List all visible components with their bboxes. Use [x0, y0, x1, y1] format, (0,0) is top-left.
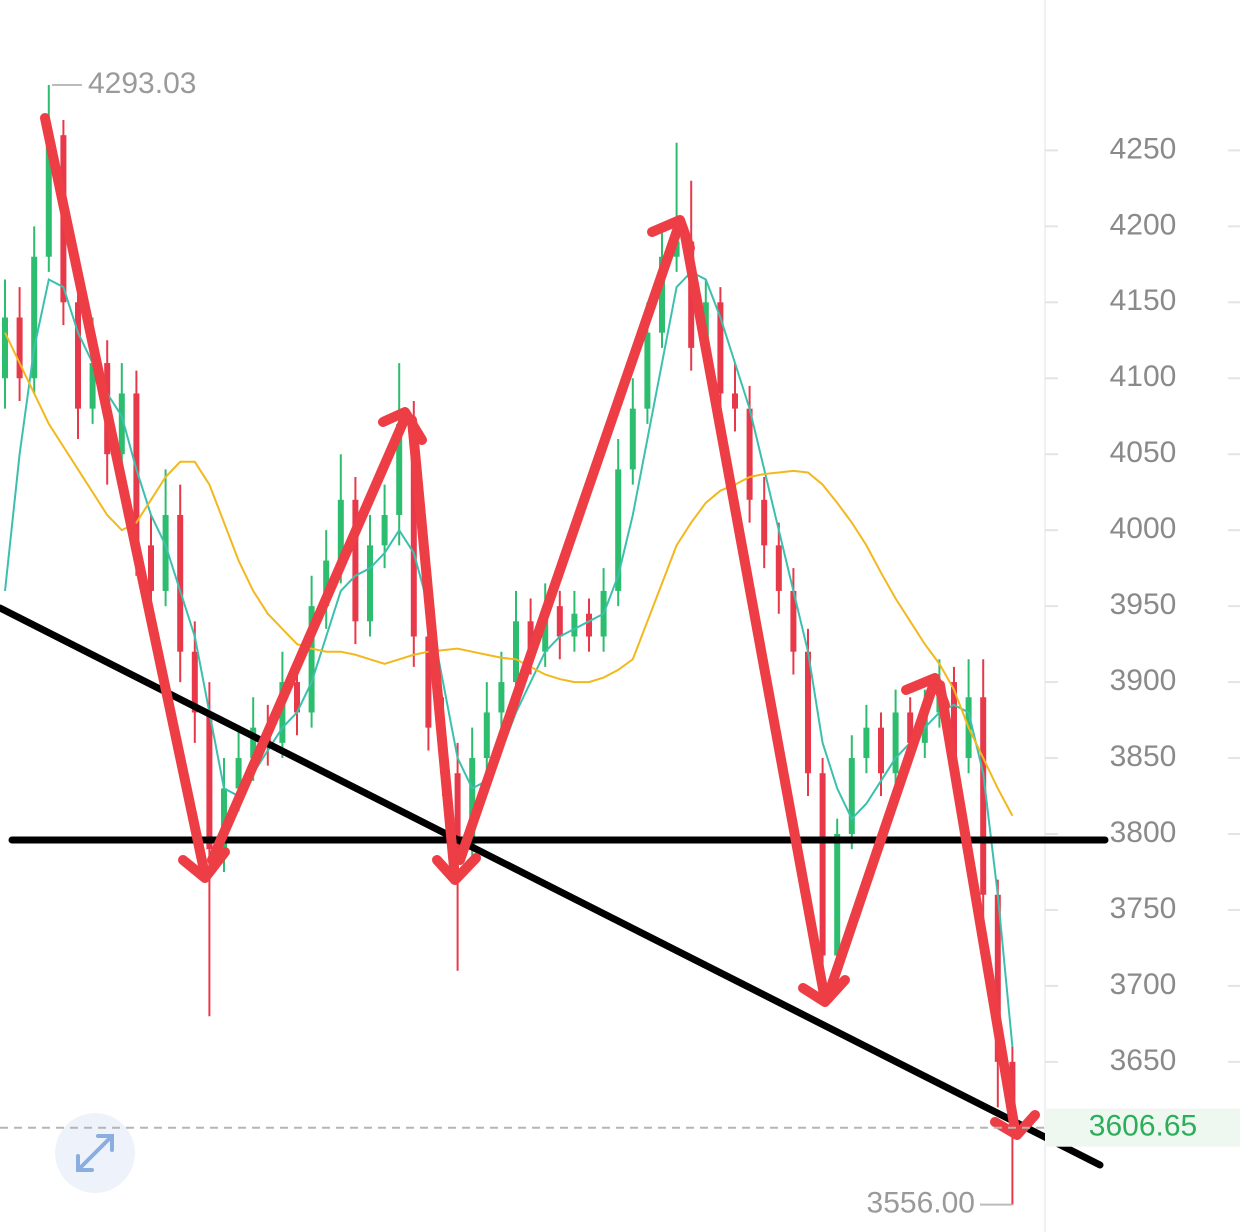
y-tick-label: 4250: [1110, 132, 1177, 165]
candle-body: [294, 682, 300, 713]
candle-body: [118, 393, 125, 455]
candle-body: [162, 514, 169, 591]
candle-body: [2, 317, 8, 379]
candle-body: [732, 393, 738, 409]
arrow: [40, 113, 210, 880]
arrowhead: [178, 847, 230, 883]
candle-body: [907, 712, 914, 743]
y-tick-label: 4200: [1110, 208, 1177, 241]
arrow: [407, 415, 460, 883]
arrow: [680, 230, 830, 1005]
y-tick-label: 4150: [1110, 284, 1177, 317]
candle-body: [994, 894, 1001, 1062]
y-tick-label: 3850: [1110, 740, 1177, 773]
candle-body: [279, 682, 286, 743]
candle-body: [586, 613, 592, 637]
candle-body: [337, 499, 344, 561]
arrow: [935, 680, 1020, 1135]
candle-body: [717, 302, 724, 394]
candle-body: [571, 613, 578, 637]
candle-body: [556, 606, 563, 637]
candle-body: [892, 712, 899, 774]
candle-body: [89, 363, 96, 409]
candle-body: [469, 758, 476, 850]
candle-body: [323, 560, 330, 607]
expand-icon: [76, 1134, 114, 1172]
y-tick-label: 3750: [1110, 892, 1177, 925]
max-marker-label: 4293.03: [88, 67, 196, 100]
y-tick-label: 4100: [1110, 360, 1177, 393]
candle-body: [16, 317, 23, 379]
y-tick-label: 4000: [1110, 512, 1177, 545]
candle-body: [425, 636, 432, 728]
candle-body: [878, 727, 884, 774]
y-tick-label: 3900: [1110, 664, 1177, 697]
candle-body: [250, 727, 257, 759]
arrowhead: [798, 975, 850, 1007]
last-price-label: 3606.65: [1089, 1110, 1197, 1143]
candle-body: [805, 651, 811, 774]
candle-body: [367, 545, 373, 622]
candle-body: [659, 256, 665, 333]
candle-body: [45, 135, 52, 257]
candle-body: [673, 241, 680, 257]
candle-body: [819, 773, 826, 956]
candle-body: [454, 773, 461, 850]
y-tick-label: 3650: [1110, 1044, 1177, 1077]
y-tick-label: 3950: [1110, 588, 1177, 621]
candle-body: [615, 469, 622, 591]
candle-body: [513, 621, 519, 683]
candle-body: [177, 514, 184, 652]
candle-body: [980, 697, 987, 895]
candle-body: [834, 833, 841, 956]
arrow: [207, 413, 410, 865]
candle-body: [644, 332, 651, 409]
y-tick-label: 3800: [1110, 816, 1177, 849]
zigzag-arrows: [40, 113, 1040, 1140]
arrow: [455, 217, 685, 865]
candle-body: [775, 545, 782, 591]
expand-button[interactable]: [55, 1113, 135, 1193]
min-marker-label: 3556.00: [867, 1187, 975, 1220]
candle-body: [761, 499, 768, 546]
candle-body: [542, 606, 549, 652]
candle-body: [396, 423, 403, 515]
candle-body: [483, 712, 490, 759]
candle-body: [308, 606, 315, 713]
candle-body: [848, 758, 855, 834]
candle-body: [206, 712, 213, 850]
trend-line: [0, 604, 1104, 1169]
candle-body: [951, 682, 957, 759]
candle-body: [221, 788, 227, 850]
candle-body: [75, 302, 81, 409]
candle-body: [527, 621, 534, 652]
candle-body: [410, 423, 417, 637]
candle-body: [31, 256, 38, 379]
candle-body: [191, 651, 198, 713]
candle-body: [746, 408, 753, 500]
annotations: [0, 113, 1109, 1169]
last-price-bg: [1045, 1108, 1240, 1147]
price-axis: 3650 3700 3750 3800 3850 3900 3950 4000 4050 4100…: [1045, 132, 1240, 1077]
candle-body: [790, 590, 797, 652]
candle-body: [863, 727, 870, 759]
moving-average: [4, 332, 1014, 817]
y-tick-label: 3700: [1110, 968, 1177, 1001]
candle-body: [381, 514, 388, 546]
candle-body: [235, 758, 242, 789]
candle-body: [352, 499, 359, 622]
arrowhead: [990, 1110, 1040, 1140]
candle-body: [629, 408, 636, 470]
arrowhead: [432, 853, 481, 885]
y-tick-label: 4050: [1110, 436, 1177, 469]
candle-body: [498, 682, 505, 713]
candle-body: [148, 545, 154, 591]
arrow: [825, 675, 940, 995]
